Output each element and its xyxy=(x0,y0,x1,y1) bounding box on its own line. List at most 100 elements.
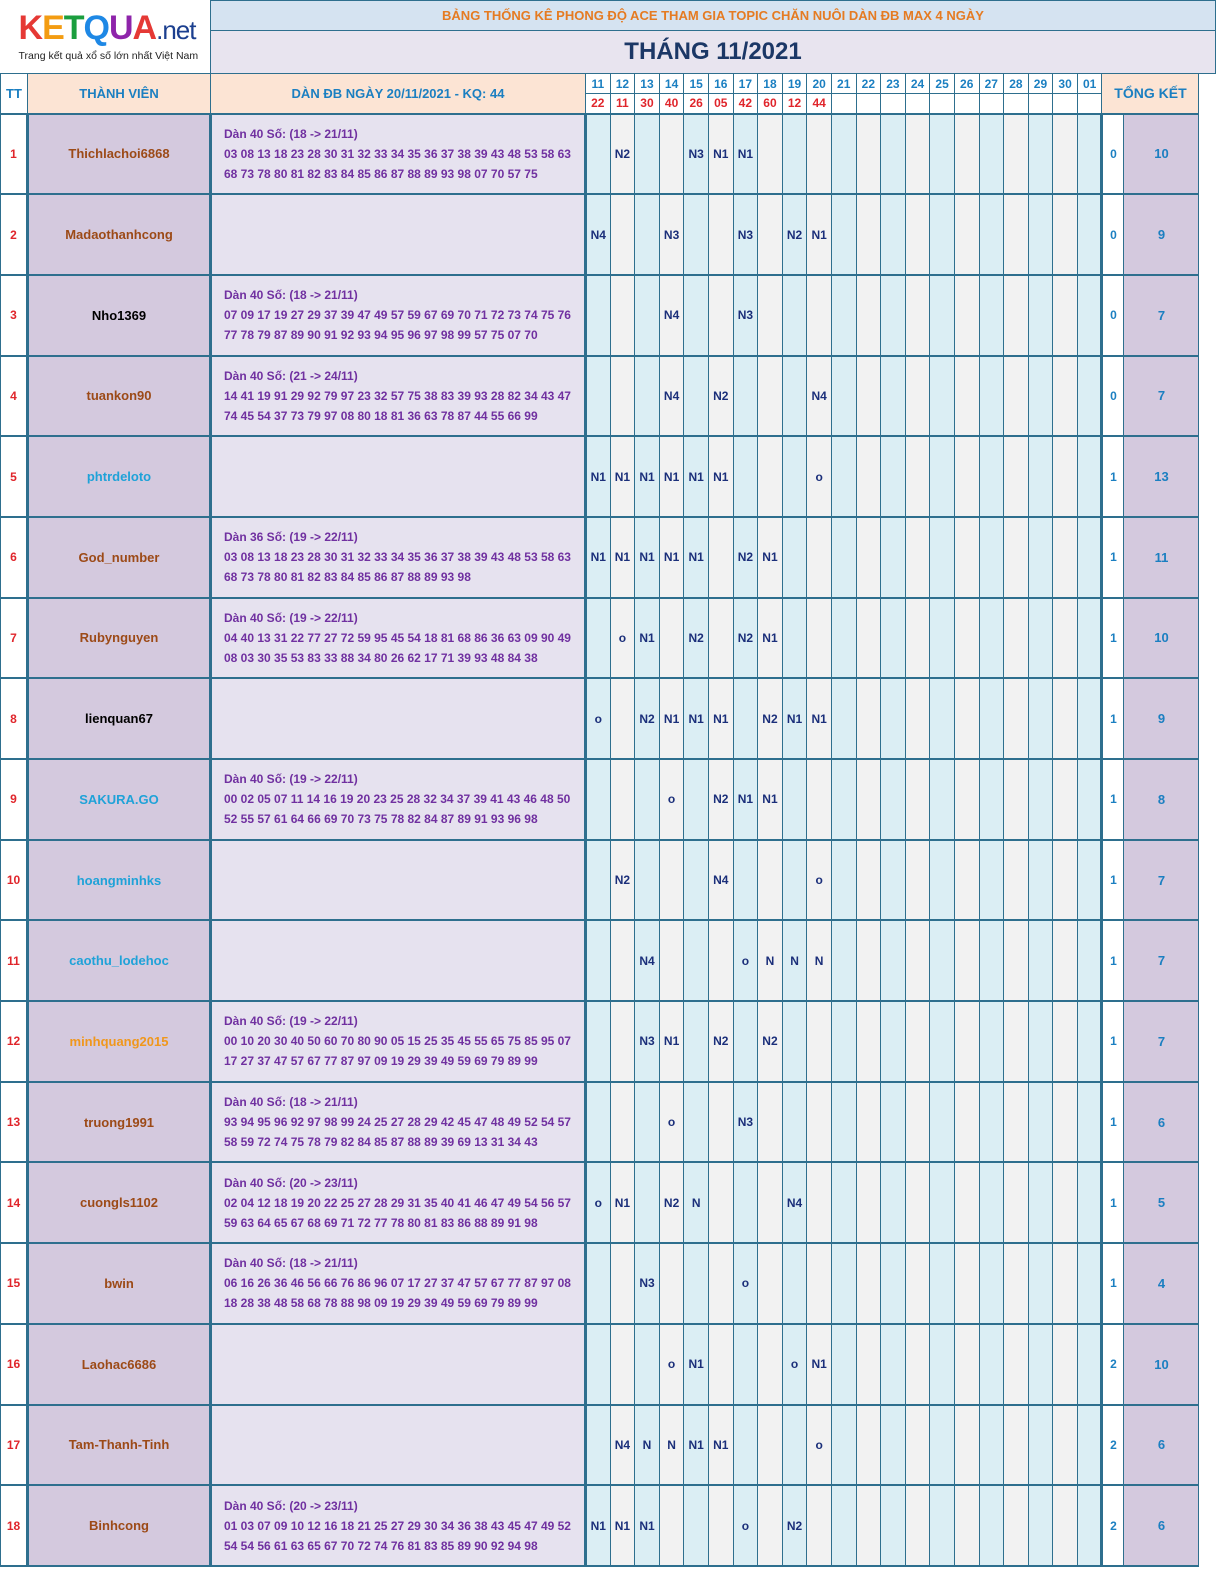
row-number: 4 xyxy=(0,354,28,438)
day-mark xyxy=(1076,1242,1103,1325)
dan-numbers: 14 41 19 91 29 92 79 97 23 32 57 75 38 8… xyxy=(224,388,571,403)
day-mark xyxy=(806,1484,832,1567)
row-number: 7 xyxy=(0,596,28,680)
day-mark xyxy=(978,193,1005,276)
day-mark xyxy=(953,677,980,760)
day-mark xyxy=(757,193,783,276)
dan-numbers xyxy=(224,1354,583,1374)
day-mark xyxy=(1052,1322,1078,1406)
day-mark xyxy=(1003,1484,1029,1567)
day-mark: N1 xyxy=(707,435,734,518)
day-mark: N1 xyxy=(634,596,660,680)
member-name: Nho1369 xyxy=(26,273,212,357)
day-mark xyxy=(806,596,832,680)
day-mark xyxy=(1027,1403,1054,1487)
day-mark: N2 xyxy=(634,677,660,760)
day-mark: N1 xyxy=(757,596,783,680)
logo[interactable]: KETQUA.net Trang kết quả xổ số lớn nhất … xyxy=(0,0,211,74)
dan-cell: Dàn 40 Số: (20 -> 23/11) 02 04 12 18 19 2… xyxy=(210,1161,587,1245)
day-mark xyxy=(830,838,857,922)
day-mark xyxy=(757,1403,783,1487)
day-mark: N1 xyxy=(683,1322,709,1406)
day-mark xyxy=(1052,758,1078,841)
dan-numbers: 00 02 05 07 11 14 16 19 20 23 25 28 32 3… xyxy=(224,792,571,807)
day-mark xyxy=(978,1080,1005,1164)
member-row: 15 bwin Dàn 40 Số: (18 -> 21/11) 06 16 26 3… xyxy=(0,1242,1216,1325)
day-mark xyxy=(904,1484,931,1567)
day-mark xyxy=(781,273,808,357)
day-mark xyxy=(1052,515,1078,599)
dan-title xyxy=(224,689,583,709)
day-mark: N2 xyxy=(707,758,734,841)
day-mark xyxy=(880,435,906,518)
day-mark xyxy=(634,354,660,438)
day-mark xyxy=(707,273,734,357)
dan-numbers xyxy=(224,1374,583,1394)
day-mark xyxy=(904,515,931,599)
day-mark xyxy=(1003,1403,1029,1487)
total-score: 6 xyxy=(1123,1484,1200,1567)
day-mark: N4 xyxy=(806,354,832,438)
day-mark xyxy=(585,919,611,1003)
day-mark xyxy=(1052,838,1078,922)
row-number: 10 xyxy=(0,838,28,922)
member-row: 6 God_number Dàn 36 Số: (19 -> 22/11) 03 08… xyxy=(0,515,1216,599)
day-mark xyxy=(978,1000,1005,1083)
dan-numbers xyxy=(224,971,583,991)
day-mark xyxy=(855,1242,882,1325)
dan-numbers: 04 40 13 31 22 77 27 72 59 95 45 54 18 8… xyxy=(224,630,571,645)
day-mark xyxy=(634,1080,660,1164)
day-mark xyxy=(953,1161,980,1245)
day-mark xyxy=(929,193,955,276)
day-mark xyxy=(609,193,636,276)
day-mark xyxy=(1003,758,1029,841)
day-mark xyxy=(707,1242,734,1325)
day-mark xyxy=(585,1322,611,1406)
day-mark xyxy=(609,1242,636,1325)
day-mark xyxy=(830,354,857,438)
dan-cell xyxy=(210,1403,587,1487)
member-row: 17 Tam-Thanh-Tinh N4 N N N1 N1 o 2 6 xyxy=(0,1403,1216,1487)
day-mark xyxy=(1076,919,1103,1003)
day-mark: o xyxy=(585,1161,611,1245)
day-mark xyxy=(1076,1000,1103,1083)
total-score: 7 xyxy=(1123,273,1200,357)
day-mark xyxy=(609,1322,636,1406)
day-mark xyxy=(806,1161,832,1245)
day-mark xyxy=(978,515,1005,599)
day-mark xyxy=(781,758,808,841)
hit-count: 2 xyxy=(1100,1403,1125,1487)
day-mark xyxy=(904,1000,931,1083)
dan-title: Dàn 40 Số: (18 -> 21/11) xyxy=(224,288,358,303)
day-mark xyxy=(855,1080,882,1164)
row-number: 6 xyxy=(0,515,28,599)
day-mark xyxy=(585,1000,611,1083)
day-mark xyxy=(904,677,931,760)
dan-cell xyxy=(210,435,587,518)
day-mark xyxy=(855,435,882,518)
day-mark xyxy=(929,1080,955,1164)
day-mark xyxy=(683,1484,709,1567)
day-mark xyxy=(953,515,980,599)
day-mark xyxy=(1052,435,1078,518)
dan-numbers xyxy=(224,870,583,890)
day-mark xyxy=(855,1484,882,1567)
day-mark xyxy=(1076,596,1103,680)
day-mark xyxy=(978,677,1005,760)
day-mark xyxy=(978,273,1005,357)
result-value: 22 xyxy=(585,93,611,114)
member-row: 11 caothu_lodehoc N4 o N N N 1 7 xyxy=(0,919,1216,1003)
total-score: 4 xyxy=(1123,1242,1200,1325)
day-mark xyxy=(806,273,832,357)
day-mark xyxy=(1052,919,1078,1003)
day-mark xyxy=(1052,1403,1078,1487)
day-mark: N1 xyxy=(634,515,660,599)
member-row: 3 Nho1369 Dàn 40 Số: (18 -> 21/11) 07 09 17… xyxy=(0,273,1216,357)
day-mark: o xyxy=(585,677,611,760)
day-mark xyxy=(585,273,611,357)
day-mark xyxy=(929,354,955,438)
day-mark xyxy=(732,838,759,922)
day-mark xyxy=(855,354,882,438)
day-mark xyxy=(634,273,660,357)
day-mark: N1 xyxy=(658,1000,685,1083)
